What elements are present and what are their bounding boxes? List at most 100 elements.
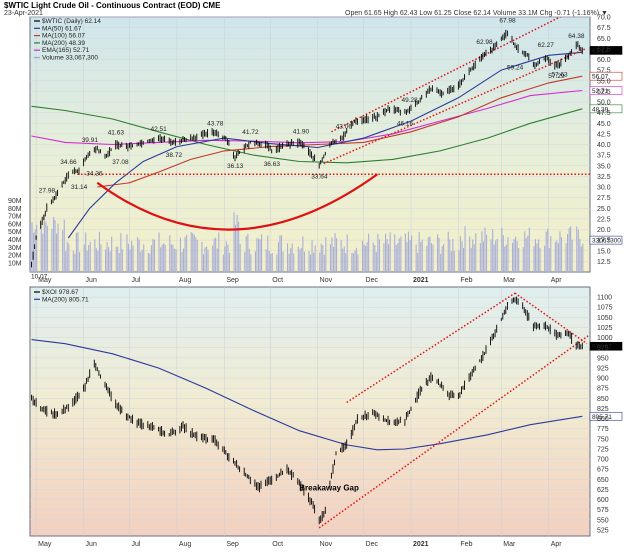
upper-annotations: 10.07 27.98 34.66 31.14 39.91 34.36 41.63 37.08… — [31, 18, 623, 281]
price-label: 43.06 — [336, 124, 353, 131]
volume-bar — [186, 234, 188, 272]
volume-bar — [196, 239, 198, 272]
volume-bar — [212, 245, 214, 272]
xoi-value-tag-label: 805.71 — [592, 414, 612, 421]
volume-bar — [89, 242, 91, 272]
volume-bar — [106, 242, 108, 272]
volume-bar — [375, 252, 377, 272]
volume-bar — [472, 239, 474, 272]
upper-y-tick-label: 60.0 — [597, 57, 611, 64]
volume-bar — [374, 245, 376, 272]
volume-bar — [463, 248, 465, 272]
upper-x-tick-label: Feb — [460, 277, 472, 284]
volume-bar — [516, 240, 518, 272]
volume-bar — [481, 231, 483, 272]
volume-bar — [377, 233, 379, 272]
volume-bar — [378, 239, 380, 272]
upper-x-tick-label: Nov — [320, 277, 333, 284]
volume-bar — [372, 242, 374, 272]
volume-bar — [108, 247, 110, 272]
volume-bar — [336, 238, 338, 272]
volume-bar — [322, 245, 324, 272]
volume-bar — [490, 239, 492, 272]
lower-y-tick-label: 575 — [597, 507, 609, 514]
upper-y-tick-label: 27.5 — [597, 195, 611, 202]
volume-bar — [366, 242, 368, 272]
volume-bars — [30, 212, 584, 272]
volume-bar — [397, 243, 399, 272]
value-tag-box — [589, 71, 623, 81]
volume-bar — [459, 236, 461, 272]
price-label: 59.24 — [507, 65, 524, 72]
price-label: 10.07 — [31, 274, 48, 281]
price-label: 43.78 — [207, 120, 224, 127]
volume-bar — [206, 246, 208, 272]
lower-y-tick-label: 625 — [597, 487, 609, 494]
volume-bar — [343, 246, 345, 272]
volume-bar — [66, 241, 68, 272]
volume-bar — [271, 253, 273, 272]
lower-legend-entry: $XOI 978.67 — [42, 289, 79, 296]
price-label: 39.91 — [82, 137, 99, 144]
lower-x-tick-label: Mar — [503, 541, 516, 548]
volume-bar — [333, 247, 335, 272]
volume-bar — [193, 234, 195, 272]
volume-bar — [579, 239, 581, 272]
volume-bar — [291, 243, 293, 272]
chart-title: $WTIC Light Crude Oil - Continuous Contr… — [4, 1, 221, 10]
volume-bar — [415, 244, 417, 272]
lower-y-tick-label: 925 — [597, 365, 609, 372]
volume-bar — [63, 219, 65, 272]
lower-x-tick-label: Nov — [320, 541, 333, 548]
lower-y-tick-label: 550 — [597, 517, 609, 524]
rounding-bottom-arc — [96, 173, 378, 231]
volume-bar — [515, 236, 517, 272]
volume-bar — [195, 237, 197, 272]
lower-y-tick-label: 975 — [597, 345, 609, 352]
volume-bar — [30, 223, 32, 272]
volume-bar — [438, 238, 440, 272]
price-label: 62.27 — [538, 42, 555, 49]
upper-y-tick-label: 15.0 — [597, 248, 611, 255]
volume-bar — [320, 243, 322, 272]
upper-y-tick-label: 17.5 — [597, 238, 611, 245]
ma100-line — [97, 75, 583, 188]
volume-bar — [250, 254, 252, 272]
upper-y-tick-label: 32.5 — [597, 174, 611, 181]
upper-x-tick-label: 2021 — [413, 277, 429, 284]
lower-y-tick-label: 875 — [597, 386, 609, 393]
volume-bar — [395, 245, 397, 272]
upper-y-tick-label: 50.0 — [597, 100, 611, 107]
volume-bar — [268, 250, 270, 272]
lower-y-tick-label: 700 — [597, 457, 609, 464]
volume-bar — [570, 226, 572, 272]
volume-bar — [282, 251, 284, 272]
volume-bar — [484, 227, 486, 272]
volume-bar — [270, 254, 272, 272]
volume-bar — [201, 241, 203, 272]
price-label: 27.98 — [39, 188, 56, 195]
volume-bar — [548, 248, 550, 272]
price-label: 33.64 — [311, 174, 328, 181]
volume-bar — [544, 245, 546, 272]
lower-annotations: Breakaway Gap 978.67 805.71 — [299, 341, 623, 493]
volume-bar — [493, 244, 495, 272]
volume-bar — [288, 253, 290, 272]
upper-y-tick-label: 12.5 — [597, 259, 611, 266]
value-tag-label: 52.71 — [592, 88, 609, 95]
volume-bar — [109, 251, 111, 272]
volume-bar — [577, 229, 579, 272]
volume-bar — [340, 239, 342, 272]
volume-bar — [77, 232, 79, 272]
volume-bar — [153, 239, 155, 272]
volume-axis-label: 10M — [8, 260, 22, 267]
upper-x-tick-label: Mar — [503, 277, 516, 284]
lower-x-tick-label: Apr — [551, 541, 563, 548]
volume-bar — [432, 244, 434, 272]
upper-x-tick-label: Sep — [226, 277, 239, 284]
volume-bar — [492, 229, 494, 272]
volume-bar — [299, 249, 301, 272]
volume-bar — [137, 237, 139, 272]
volume-bar — [334, 233, 336, 272]
volume-bar — [100, 244, 102, 272]
